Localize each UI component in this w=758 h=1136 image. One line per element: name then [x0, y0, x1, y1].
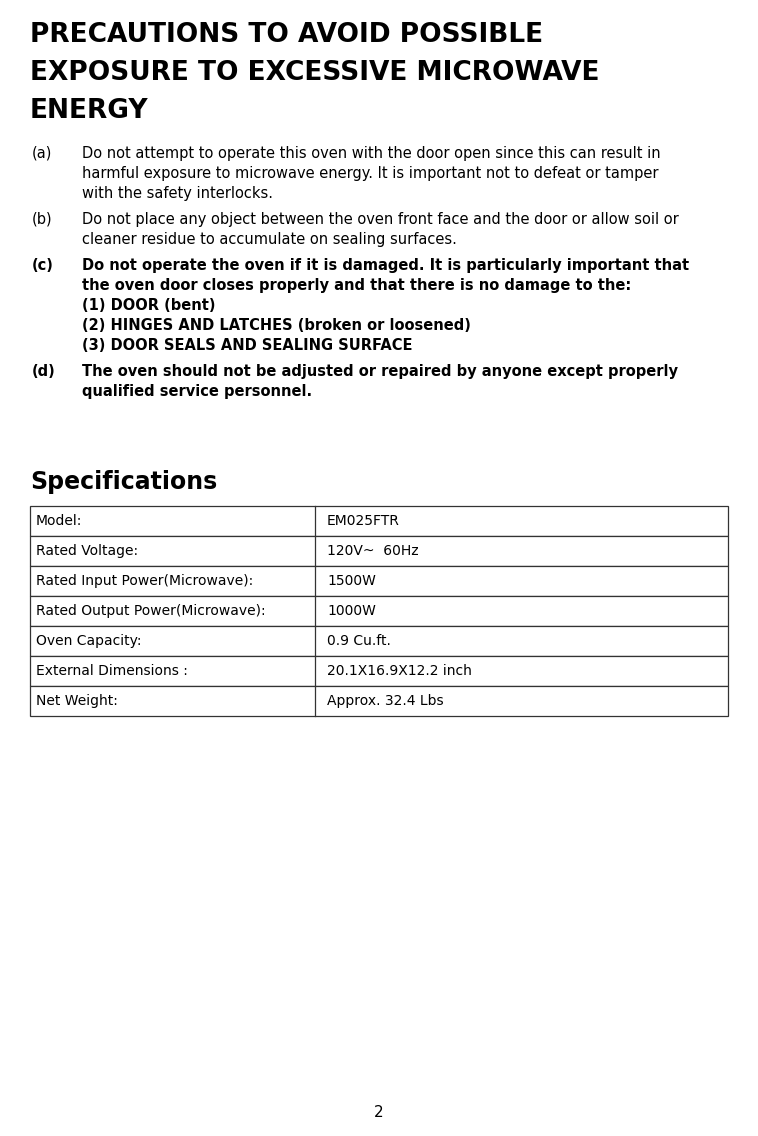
Bar	[30, 596, 728, 626]
Text: (1) DOOR (bent): (1) DOOR (bent)	[82, 298, 215, 314]
Text: the oven door closes properly and that there is no damage to the:: the oven door closes properly and that t…	[82, 278, 631, 293]
Text: harmful exposure to microwave energy. It is important not to defeat or tamper: harmful exposure to microwave energy. It…	[82, 166, 659, 181]
Text: (b): (b)	[32, 212, 52, 227]
Bar	[30, 686, 728, 716]
Text: 0.9 Cu.ft.: 0.9 Cu.ft.	[327, 634, 391, 648]
Text: (c): (c)	[32, 258, 54, 273]
Text: (3) DOOR SEALS AND SEALING SURFACE: (3) DOOR SEALS AND SEALING SURFACE	[82, 339, 412, 353]
Text: 1000W: 1000W	[327, 604, 376, 618]
Text: (d): (d)	[32, 364, 56, 379]
Text: Rated Voltage:: Rated Voltage:	[36, 544, 138, 558]
Bar	[30, 536, 728, 566]
Text: 1500W: 1500W	[327, 574, 376, 588]
Text: Do not operate the oven if it is damaged. It is particularly important that: Do not operate the oven if it is damaged…	[82, 258, 689, 273]
Text: (a): (a)	[32, 147, 52, 161]
Bar	[30, 566, 728, 596]
Text: cleaner residue to accumulate on sealing surfaces.: cleaner residue to accumulate on sealing…	[82, 232, 457, 247]
Text: 20.1X16.9X12.2 inch: 20.1X16.9X12.2 inch	[327, 665, 472, 678]
Text: (2) HINGES AND LATCHES (broken or loosened): (2) HINGES AND LATCHES (broken or loosen…	[82, 318, 471, 333]
Text: 120V~  60Hz: 120V~ 60Hz	[327, 544, 418, 558]
Bar	[30, 626, 728, 655]
Text: The oven should not be adjusted or repaired by anyone except properly: The oven should not be adjusted or repai…	[82, 364, 678, 379]
Text: 2: 2	[374, 1105, 384, 1120]
Text: Do not attempt to operate this oven with the door open since this can result in: Do not attempt to operate this oven with…	[82, 147, 661, 161]
Text: ENERGY: ENERGY	[30, 98, 149, 124]
Text: qualified service personnel.: qualified service personnel.	[82, 384, 312, 399]
Text: Do not place any object between the oven front face and the door or allow soil o: Do not place any object between the oven…	[82, 212, 678, 227]
Bar	[30, 506, 728, 536]
Text: Model:: Model:	[36, 513, 83, 528]
Text: Net Weight:: Net Weight:	[36, 694, 118, 708]
Text: PRECAUTIONS TO AVOID POSSIBLE: PRECAUTIONS TO AVOID POSSIBLE	[30, 22, 543, 48]
Text: with the safety interlocks.: with the safety interlocks.	[82, 186, 273, 201]
Text: Rated Output Power(Microwave):: Rated Output Power(Microwave):	[36, 604, 265, 618]
Text: Rated Input Power(Microwave):: Rated Input Power(Microwave):	[36, 574, 253, 588]
Text: External Dimensions :: External Dimensions :	[36, 665, 188, 678]
Bar	[30, 655, 728, 686]
Text: Approx. 32.4 Lbs: Approx. 32.4 Lbs	[327, 694, 443, 708]
Text: Specifications: Specifications	[30, 470, 218, 494]
Text: EXPOSURE TO EXCESSIVE MICROWAVE: EXPOSURE TO EXCESSIVE MICROWAVE	[30, 60, 600, 86]
Text: Oven Capacity:: Oven Capacity:	[36, 634, 142, 648]
Text: EM025FTR: EM025FTR	[327, 513, 400, 528]
